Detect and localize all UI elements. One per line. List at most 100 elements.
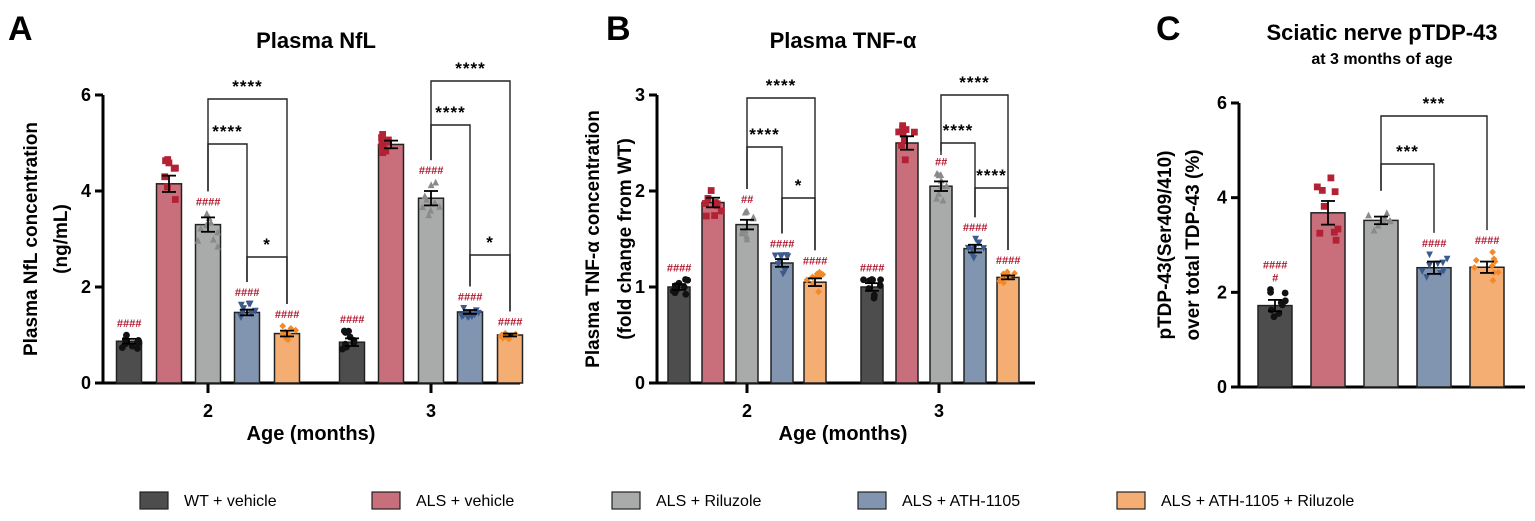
data-point — [1383, 209, 1391, 217]
data-point — [214, 242, 222, 250]
bar-als-ath-1105 — [1416, 266, 1452, 388]
data-point — [1374, 221, 1382, 229]
data-point — [684, 276, 692, 284]
panel-B: B Plasma TNF-α Plasma TNF-α concentration (… — [583, 10, 1035, 445]
bar-als-ath-1105 — [233, 311, 261, 384]
data-point — [1313, 183, 1321, 191]
data-point — [711, 212, 719, 219]
data-point — [980, 245, 987, 252]
data-point — [877, 276, 884, 284]
y-axis-label: Plasma TNF-α concentration — [583, 110, 604, 368]
bar-als-vehicle — [155, 183, 183, 384]
data-point — [1281, 297, 1289, 305]
x-tick-label: 2 — [203, 401, 213, 421]
data-point — [738, 229, 746, 237]
data-point — [425, 211, 433, 219]
data-point — [1426, 262, 1433, 269]
significance-vs-als: #### — [275, 309, 300, 321]
significance-vs-als: ## — [935, 156, 948, 168]
data-point — [279, 329, 287, 337]
significance-vs-als: #### — [1475, 235, 1500, 247]
data-point — [1472, 256, 1480, 264]
y-axis-label: Plasma NfL concentration — [21, 122, 42, 356]
data-point — [248, 310, 255, 318]
significance-label: **** — [232, 77, 262, 96]
data-point — [197, 224, 205, 232]
data-point — [898, 141, 905, 149]
significance-bracket — [469, 254, 511, 312]
significance-vs-als: # — [1272, 273, 1279, 285]
legend-label: ALS + ATH-1105 + Riluzole — [1161, 493, 1354, 510]
y-tick-label: 0 — [1217, 377, 1227, 397]
legend-label: WT + vehicle — [184, 493, 277, 510]
data-point — [214, 228, 222, 236]
data-point — [1488, 262, 1496, 270]
data-point — [781, 267, 789, 275]
panel-A: A Plasma NfL Plasma NfL concentration (ng/m… — [8, 10, 524, 445]
data-point — [134, 345, 141, 352]
data-point — [436, 203, 443, 210]
significance-vs-als: #### — [996, 255, 1021, 267]
chart-subtitle: at 3 months of age — [1311, 51, 1452, 68]
bar-als-ath-1105-riluzole — [1469, 266, 1505, 388]
significance-vs-als: #### — [803, 255, 828, 267]
significance-vs-als: #### — [1422, 238, 1447, 250]
data-point — [1370, 226, 1378, 234]
legend-swatch — [371, 491, 401, 510]
y-axis-label: pTDP-43(Ser409/410) — [1155, 150, 1176, 339]
data-point — [1491, 258, 1499, 265]
data-point — [741, 208, 749, 216]
data-point — [702, 200, 709, 207]
data-point — [1267, 286, 1274, 293]
data-point — [338, 345, 346, 353]
significance-bracket — [207, 98, 288, 305]
data-point — [1281, 289, 1289, 297]
y-axis-label: (ng/mL) — [51, 204, 72, 274]
x-axis-label: Age (months) — [779, 423, 908, 445]
data-point — [161, 173, 169, 181]
significance-vs-als: #### — [498, 316, 523, 328]
significance-vs-als: #### — [1263, 260, 1288, 272]
bar-wt-vehicle — [667, 286, 691, 384]
legend-swatch — [1116, 491, 1146, 510]
bar-als-vehicle — [1310, 212, 1346, 388]
data-point — [170, 164, 178, 172]
data-point — [1489, 248, 1496, 256]
data-point — [1470, 264, 1478, 271]
y-tick-label: 2 — [1217, 282, 1227, 302]
data-point — [1440, 267, 1447, 275]
data-point — [1316, 229, 1324, 237]
data-point — [475, 309, 482, 317]
data-point — [194, 236, 202, 244]
data-point — [1365, 211, 1372, 219]
data-point — [1426, 251, 1433, 259]
significance-label: **** — [976, 166, 1006, 185]
chart-title: Plasma TNF-α — [770, 28, 917, 53]
data-point — [1386, 217, 1394, 224]
y-tick-label: 2 — [635, 181, 645, 201]
significance-vs-als: #### — [667, 263, 692, 275]
data-point — [164, 183, 171, 191]
data-point — [1332, 236, 1340, 244]
data-point — [682, 290, 690, 298]
panel-C: C Sciatic nerve pTDP-43 at 3 months of age… — [1155, 10, 1525, 397]
data-point — [463, 313, 471, 321]
data-point — [813, 270, 821, 278]
legend-label: ALS + ATH-1105 — [902, 493, 1020, 510]
significance-vs-als: #### — [860, 263, 885, 275]
data-point — [968, 246, 976, 254]
significance-label: *** — [1423, 94, 1446, 113]
legend-label: ALS + vehicle — [416, 493, 514, 510]
data-point — [975, 239, 983, 247]
data-point — [702, 212, 710, 220]
data-point — [943, 182, 950, 189]
x-tick-label: 3 — [426, 401, 436, 421]
significance-bracket — [940, 94, 1009, 250]
legend-swatch — [857, 491, 887, 510]
y-axis-label: (fold change from WT) — [615, 138, 636, 340]
data-point — [460, 304, 468, 312]
data-point — [895, 128, 903, 136]
significance-label: * — [795, 176, 803, 195]
data-point — [1490, 255, 1498, 263]
